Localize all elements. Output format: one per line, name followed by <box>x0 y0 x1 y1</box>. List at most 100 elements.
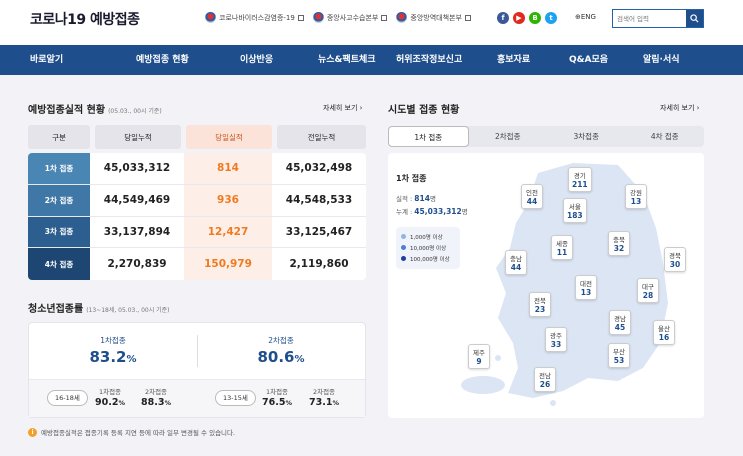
age-16-18-first: 1차접종 90.2% <box>95 388 125 408</box>
external-link-icon <box>464 14 471 21</box>
table-row: 2차 접종 44,549,469 936 44,548,533 <box>28 184 366 217</box>
row-label: 1차 접종 <box>28 153 90 184</box>
info-icon: i <box>28 427 37 437</box>
region-seoul[interactable]: 서울 183 <box>563 198 587 223</box>
youth-title: 청소년접종률 (13~18세, 05.03., 00시 기준) <box>28 304 170 315</box>
age-badge-13-15: 13-15세 <box>215 390 256 406</box>
region-chungnam[interactable]: 충남 44 <box>505 250 527 275</box>
main-nav: 바로알기 예방접종 현황 이상반응 뉴스&팩트체크 허위조작정보신고 홍보자료 … <box>0 45 743 75</box>
youth-panel: 1차접종 83.2% 2차접종 80.6% 16-18세 1차접종 90.2% … <box>28 322 366 418</box>
social-links: f ▶ B t <box>497 12 557 24</box>
youth-age-breakdown: 16-18세 1차접종 90.2% 2차접종 88.3% 13-15세 1차접종… <box>29 379 365 417</box>
map-legend: 1,000명 이상 10,000명 이상 100,000명 이상 <box>396 227 460 269</box>
tab-dose-2[interactable]: 2차접종 <box>495 132 521 141</box>
agency-link-cdch[interactable]: 중앙방역대책본부 <box>396 12 471 23</box>
agency-link-cdsch[interactable]: 중앙사고수습본부 <box>312 12 388 23</box>
region-jeonnam[interactable]: 전남 26 <box>534 367 556 392</box>
youth-second-rate: 2차접종 80.6% <box>257 336 305 366</box>
table-row: 4차 접종 2,270,839 150,979 2,119,860 <box>28 248 366 280</box>
top-header: 코로나19 예방접종 코로나바이러스감염증-19 중앙사고수습본부 중앙방역대책… <box>0 0 743 45</box>
nav-item-notice[interactable]: 알림·서식 <box>643 55 680 65</box>
site-logo[interactable]: 코로나19 예방접종 <box>30 12 140 28</box>
legend-item: 100,000명 이상 <box>401 253 455 264</box>
age-badge-16-18: 16-18세 <box>47 390 88 406</box>
flag-icon <box>205 12 216 23</box>
cumulative-value: 45,033,312 <box>103 162 171 175</box>
cumulative-value: 2,270,839 <box>107 258 167 271</box>
nav-item-promo[interactable]: 홍보자료 <box>497 55 531 65</box>
youth-date-note: (13~18세, 05.03., 00시 기준) <box>86 307 170 314</box>
today-value: 150,979 <box>184 248 272 280</box>
region-ulsan[interactable]: 울산 16 <box>653 320 675 345</box>
search-icon <box>690 14 699 23</box>
regional-more-link[interactable]: 자세히 보기 › <box>660 104 700 112</box>
english-link[interactable]: ⊕ENG <box>575 13 596 21</box>
flag-icon <box>396 12 408 23</box>
regional-title: 시도별 접종 현황 <box>388 105 460 116</box>
nav-item-news[interactable]: 뉴스&팩트체크 <box>318 55 376 65</box>
legend-dot <box>401 256 406 261</box>
region-daejeon[interactable]: 대전 13 <box>575 275 597 300</box>
today-value: 12,427 <box>184 216 272 248</box>
nav-item-status[interactable]: 예방접종 현황 <box>136 55 189 65</box>
dose-tabs: 1차 접종 2차접종 3차접종 4차 접종 <box>388 126 704 147</box>
region-chungbuk[interactable]: 충북 32 <box>608 231 630 256</box>
age-13-15-first: 1차접종 76.5% <box>262 388 292 408</box>
twitter-icon[interactable]: t <box>545 12 557 24</box>
region-jeonbuk[interactable]: 전북 23 <box>529 292 551 317</box>
nav-item-adverse[interactable]: 이상반응 <box>240 55 274 65</box>
row-label: 3차 접종 <box>28 216 90 248</box>
age-16-18-second: 2차접종 88.3% <box>141 388 171 408</box>
search-button[interactable] <box>686 10 703 27</box>
cumulative-value: 44,549,469 <box>103 194 171 207</box>
region-gwangju[interactable]: 광주 33 <box>545 327 567 352</box>
header-category: 구분 <box>28 125 90 149</box>
vaccination-more-link[interactable]: 자세히 보기 › <box>323 104 363 112</box>
cumulative-line: 누계 : 45,033,312명 <box>396 207 468 216</box>
legend-item: 1,000명 이상 <box>401 231 455 242</box>
previous-value: 44,548,533 <box>285 194 353 207</box>
region-gyeongbuk[interactable]: 경북 30 <box>664 247 686 272</box>
legend-dot <box>401 245 406 250</box>
divider <box>197 335 198 367</box>
region-daegu[interactable]: 대구 28 <box>637 278 659 303</box>
tab-dose-1[interactable]: 1차 접종 <box>388 126 469 147</box>
previous-value: 45,032,498 <box>285 162 353 175</box>
region-sejong[interactable]: 세종 11 <box>551 235 573 260</box>
header-cumulative: 당일누적 <box>95 125 181 149</box>
region-gyeonggi[interactable]: 경기 211 <box>568 167 592 192</box>
legend-dot <box>401 234 406 239</box>
nav-item-report[interactable]: 허위조작정보신고 <box>396 55 463 65</box>
search-box <box>612 9 704 28</box>
region-gyeongnam[interactable]: 경남 45 <box>609 310 631 335</box>
region-jeju[interactable]: 제주 9 <box>468 344 490 369</box>
external-link-icon <box>381 14 388 21</box>
agency-link-kdca[interactable]: 코로나바이러스감염증-19 <box>205 12 304 23</box>
search-input[interactable] <box>613 10 686 27</box>
tab-dose-4[interactable]: 4차 접종 <box>650 132 679 141</box>
external-link-icon <box>297 14 304 21</box>
vaccination-table: 1차 접종 45,033,312 814 45,032,498 2차 접종 44… <box>28 153 366 280</box>
youtube-icon[interactable]: ▶ <box>513 12 525 24</box>
agency-links: 코로나바이러스감염증-19 중앙사고수습본부 중앙방역대책본부 <box>205 12 471 23</box>
cumulative-value: 33,137,894 <box>103 225 171 238</box>
blog-icon[interactable]: B <box>529 12 541 24</box>
tab-dose-3[interactable]: 3차접종 <box>573 132 599 141</box>
header-previous: 전일누적 <box>277 125 366 149</box>
region-busan[interactable]: 부산 53 <box>608 343 630 368</box>
vaccination-date-note: (05.03., 00시 기준) <box>108 108 162 115</box>
table-row: 1차 접종 45,033,312 814 45,032,498 <box>28 153 366 185</box>
previous-value: 33,125,467 <box>285 225 353 238</box>
header-today: 당일실적 <box>186 125 272 149</box>
nav-item-qna[interactable]: Q&A모음 <box>569 55 609 65</box>
region-incheon[interactable]: 인천 44 <box>521 184 543 209</box>
region-gangwon[interactable]: 강원 13 <box>625 184 647 209</box>
row-label: 4차 접종 <box>28 248 90 280</box>
nav-item-about[interactable]: 바로알기 <box>30 55 64 65</box>
legend-item: 10,000명 이상 <box>401 242 455 253</box>
youth-first-rate: 1차접종 83.2% <box>89 336 137 366</box>
dose-info-title: 1차 접종 <box>396 174 427 183</box>
facebook-icon[interactable]: f <box>497 12 509 24</box>
data-note: i 예방접종실적은 접종기록 등록 지연 등에 따라 일부 변경될 수 있습니다… <box>28 427 235 437</box>
flag-icon <box>312 12 324 23</box>
